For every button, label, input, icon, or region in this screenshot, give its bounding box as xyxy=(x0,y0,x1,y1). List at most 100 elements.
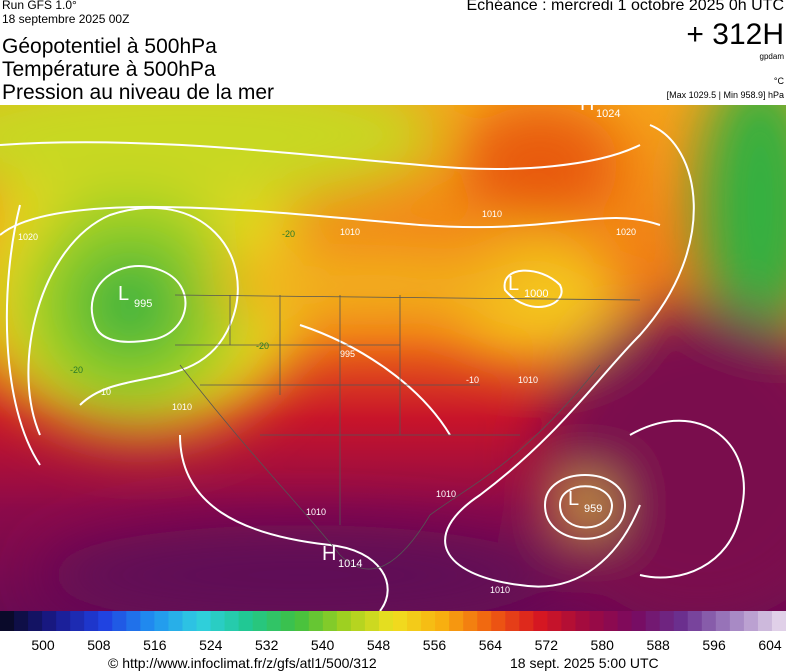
colorbar-tick-label: 532 xyxy=(255,637,279,653)
colorbar-swatch xyxy=(294,611,310,631)
colorbar-swatch xyxy=(210,611,226,631)
unit-temp: °C xyxy=(773,76,784,86)
colorbar-swatch xyxy=(280,611,296,631)
colorbar-tick-label: 500 xyxy=(31,637,55,653)
contour-label: -20 xyxy=(282,229,295,239)
colorbar-swatch xyxy=(407,611,422,631)
colorbar-tick-label: 556 xyxy=(423,637,447,653)
title: Pression au niveau de la mer xyxy=(2,81,274,104)
colorbar-swatch xyxy=(14,611,29,631)
contour-label: -10 xyxy=(98,387,111,397)
valid-time: Echéance : mercredi 1 octobre 2025 0h UT… xyxy=(466,0,785,14)
colorbar-swatch xyxy=(477,611,492,631)
colorbar-swatch xyxy=(56,611,71,631)
source-url: © http://www.infoclimat.fr/z/gfs/atl1/50… xyxy=(108,655,377,671)
colorbar-swatch xyxy=(771,611,786,631)
colorbar-swatch xyxy=(322,611,338,631)
colorbar-swatch xyxy=(140,611,155,631)
contour-label: -20 xyxy=(70,365,83,375)
colorbar-swatch xyxy=(701,611,717,631)
colorbar-swatch xyxy=(687,611,703,631)
generated-time: 18 sept. 2025 5:00 UTC xyxy=(510,655,659,671)
colorbar-swatch xyxy=(336,611,352,631)
colorbar-swatch xyxy=(715,611,731,631)
colorbar-swatch xyxy=(589,611,605,631)
colorbar-swatch xyxy=(659,611,675,631)
run-label: Run GFS 1.0° xyxy=(2,0,77,12)
colorbar: 500 508 516 524 532 540 548 556 564 572 580 588 596 6… xyxy=(0,611,786,653)
colorbar-swatch xyxy=(449,611,464,631)
colorbar-tick-label: 524 xyxy=(199,637,223,653)
pressure-center-symbol: L xyxy=(568,488,579,510)
colorbar-swatch xyxy=(673,611,689,631)
colorbar-swatch xyxy=(266,611,282,631)
pressure-center-symbol: H xyxy=(322,543,336,565)
contour-label: -10 xyxy=(466,375,479,385)
map: L995L1000H1024L959H1014995101010101020-2… xyxy=(0,105,786,611)
colorbar-swatch xyxy=(42,611,57,631)
colorbar-swatch xyxy=(463,611,478,631)
unit-geo: gpdam xyxy=(759,52,784,61)
colorbar-tick-label: 580 xyxy=(591,637,615,653)
colorbar-swatch xyxy=(378,611,394,631)
contour-label: 1020 xyxy=(18,232,38,242)
pressure-center-value: 995 xyxy=(134,298,152,310)
pressure-center-symbol: L xyxy=(118,283,129,305)
pressure-center-value: 1000 xyxy=(524,288,548,300)
colorbar-swatch xyxy=(603,611,619,631)
colorbar-swatch xyxy=(505,611,520,631)
colorbar-swatch xyxy=(98,611,113,631)
colorbar-swatch xyxy=(224,611,240,631)
colorbar-swatch xyxy=(561,611,576,631)
isobars xyxy=(0,124,745,611)
title: Température à 500hPa xyxy=(2,58,216,81)
colorbar-swatch xyxy=(533,611,548,631)
colorbar-swatch xyxy=(519,611,534,631)
colorbar-swatch xyxy=(196,611,212,631)
colorbar-swatch xyxy=(491,611,506,631)
colorbar-tick-label: 516 xyxy=(143,637,167,653)
colorbar-swatch xyxy=(238,611,254,631)
contour-label: 1010 xyxy=(306,507,326,517)
borders xyxy=(174,294,641,570)
colorbar-swatch xyxy=(252,611,268,631)
colorbar-tick-label: 564 xyxy=(479,637,503,653)
lead-time: + 312H xyxy=(686,18,784,51)
colorbar-swatch xyxy=(547,611,562,631)
colorbar-swatch xyxy=(631,611,647,631)
pressure-center-value: 1014 xyxy=(338,558,362,570)
contour-label: 1020 xyxy=(616,227,636,237)
contour-label: 995 xyxy=(340,349,355,359)
colorbar-tick-label: 508 xyxy=(87,637,111,653)
contour-label: 1010 xyxy=(172,402,192,412)
colorbar-swatch xyxy=(28,611,43,631)
contour-label: 1010 xyxy=(340,227,360,237)
colorbar-swatch xyxy=(350,611,366,631)
colorbar-swatch xyxy=(435,611,450,631)
colorbar-tick-label: 596 xyxy=(702,637,726,653)
pressure-center-symbol: L xyxy=(508,273,519,295)
colorbar-swatch xyxy=(421,611,436,631)
contour-label: 1010 xyxy=(436,489,456,499)
colorbar-swatch xyxy=(617,611,633,631)
run-date: 18 septembre 2025 00Z xyxy=(2,12,130,26)
title: Géopotentiel à 500hPa xyxy=(2,35,217,58)
colorbar-swatch xyxy=(729,611,745,631)
pressure-range: [Max 1029.5 | Min 958.9] hPa xyxy=(666,90,784,100)
colorbar-tick-label: 540 xyxy=(311,637,335,653)
colorbar-swatch xyxy=(645,611,661,631)
colorbar-swatch xyxy=(393,611,408,631)
colorbar-swatch xyxy=(112,611,127,631)
contour-label: 1010 xyxy=(482,209,502,219)
colorbar-swatch xyxy=(757,611,773,631)
pressure-center-symbol: H xyxy=(580,105,594,115)
colorbar-tick-label: 604 xyxy=(758,637,782,653)
contour-label: 1010 xyxy=(518,375,538,385)
pressure-center-value: 1024 xyxy=(596,108,620,120)
colorbar-swatch xyxy=(84,611,99,631)
pressure-center-value: 959 xyxy=(584,503,602,515)
colorbar-swatch xyxy=(575,611,590,631)
colorbar-swatch xyxy=(154,611,169,631)
contour-label: 1010 xyxy=(490,585,510,595)
